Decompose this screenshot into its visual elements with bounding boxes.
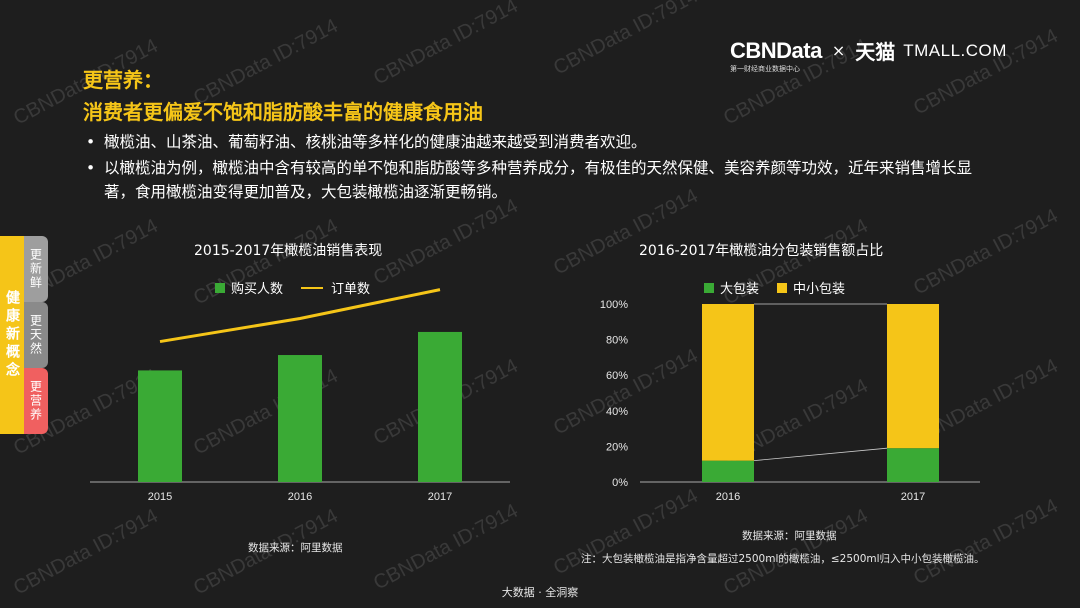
- side-category-label: 健康新概念: [4, 290, 20, 380]
- side-tab-label: 更营养: [28, 380, 43, 422]
- watermark-text: CBNData ID:7914: [910, 204, 1062, 300]
- chart1-source: 数据来源：阿里数据: [248, 542, 343, 554]
- bar-large-pack: [887, 448, 939, 482]
- tmall-logo-en: TMALL.COM: [903, 40, 1007, 60]
- legend-item: 订单数: [301, 278, 370, 297]
- legend-item: 中小包装: [777, 278, 845, 297]
- watermark-text: CBNData ID:7914: [370, 499, 522, 595]
- bar-small-pack: [887, 304, 939, 449]
- y-tick-label: 80%: [606, 335, 628, 347]
- watermark-text: CBNData ID:7914: [370, 0, 522, 90]
- x-tick-label: 2016: [716, 491, 740, 503]
- chart2-title: 2016-2017年橄榄油分包装销售额占比: [639, 243, 884, 259]
- x-tick-label: 2016: [288, 491, 312, 503]
- chart2-note: 注：大包装橄榄油是指净含量超过2500ml的橄榄油，≤2500ml归入中小包装橄…: [581, 553, 985, 565]
- side-category-tag: 健康新概念: [0, 236, 24, 434]
- legend-label: 购买人数: [231, 282, 284, 297]
- bar-buyers: [278, 355, 322, 482]
- y-tick-label: 20%: [606, 441, 628, 453]
- legend-swatch: [704, 282, 714, 293]
- watermark-text: CBNData ID:7914: [550, 0, 702, 80]
- bar-small-pack: [702, 304, 754, 461]
- legend-line: [301, 286, 324, 289]
- y-tick-label: 60%: [606, 370, 628, 382]
- page-footer: 大数据 · 全洞察: [501, 586, 579, 599]
- legend-label: 大包装: [720, 282, 760, 297]
- legend-item: 购买人数: [215, 278, 283, 297]
- side-tab-label: 更天然: [28, 314, 43, 356]
- x-tick-label: 2015: [148, 491, 172, 503]
- chart2-legend: 大包装 中小包装: [704, 278, 863, 297]
- line-orders: [159, 288, 441, 344]
- tmall-logo-cn: 天猫: [855, 40, 896, 64]
- chart1-legend: 购买人数 订单数: [215, 278, 388, 297]
- page-subtitle: 消费者更偏爱不饱和脂肪酸丰富的健康食用油: [83, 100, 483, 124]
- watermark-text: CBNData ID:7914: [370, 194, 522, 290]
- x-tick-label: 2017: [428, 491, 452, 503]
- side-tab-natural[interactable]: 更天然: [24, 302, 48, 368]
- cbndata-logo: CBNData: [730, 37, 822, 63]
- chart2-plot: 0% 20% 40% 60% 80% 100% 2016 2017: [600, 299, 980, 503]
- legend-label: 中小包装: [793, 282, 846, 297]
- legend-label: 订单数: [331, 282, 371, 297]
- x-tick-label: 2017: [901, 491, 925, 503]
- bar-buyers: [138, 370, 182, 482]
- legend-swatch: [215, 282, 225, 293]
- legend-swatch: [777, 282, 788, 293]
- bullet-item: 橄榄油、山茶油、葡萄籽油、核桃油等多样化的健康油越来越受到消费者欢迎。: [84, 130, 994, 154]
- side-tab-label: 更新鲜: [28, 248, 43, 290]
- chart2-source: 数据来源：阿里数据: [742, 530, 837, 542]
- connector-line-large: [753, 447, 888, 462]
- bullet-list: 橄榄油、山茶油、葡萄籽油、核桃油等多样化的健康油越来越受到消费者欢迎。 以橄榄油…: [84, 130, 994, 206]
- bar-buyers: [418, 331, 462, 482]
- brand-logo: CBNData 第一财经商业数据中心 × 天猫 TMALL.COM: [730, 36, 1007, 73]
- bullet-item: 以橄榄油为例，橄榄油中含有较高的单不饱和脂肪酸等多种营养成分，有极佳的天然保健、…: [84, 156, 994, 204]
- y-tick-label: 40%: [606, 406, 628, 418]
- side-tab-fresh[interactable]: 更新鲜: [24, 236, 48, 302]
- bar-large-pack: [702, 460, 754, 482]
- page-title: 更营养：: [83, 68, 163, 92]
- cbndata-subtitle: 第一财经商业数据中心: [730, 64, 800, 73]
- chart1-title: 2015-2017年橄榄油销售表现: [194, 243, 383, 259]
- brand-times: ×: [831, 41, 846, 60]
- chart1-plot: 2015 2016 2017: [90, 288, 510, 503]
- y-tick-label: 0%: [612, 477, 628, 489]
- side-tab-nutrition[interactable]: 更营养: [24, 368, 48, 434]
- y-tick-label: 100%: [600, 299, 628, 311]
- legend-item: 大包装: [704, 278, 759, 297]
